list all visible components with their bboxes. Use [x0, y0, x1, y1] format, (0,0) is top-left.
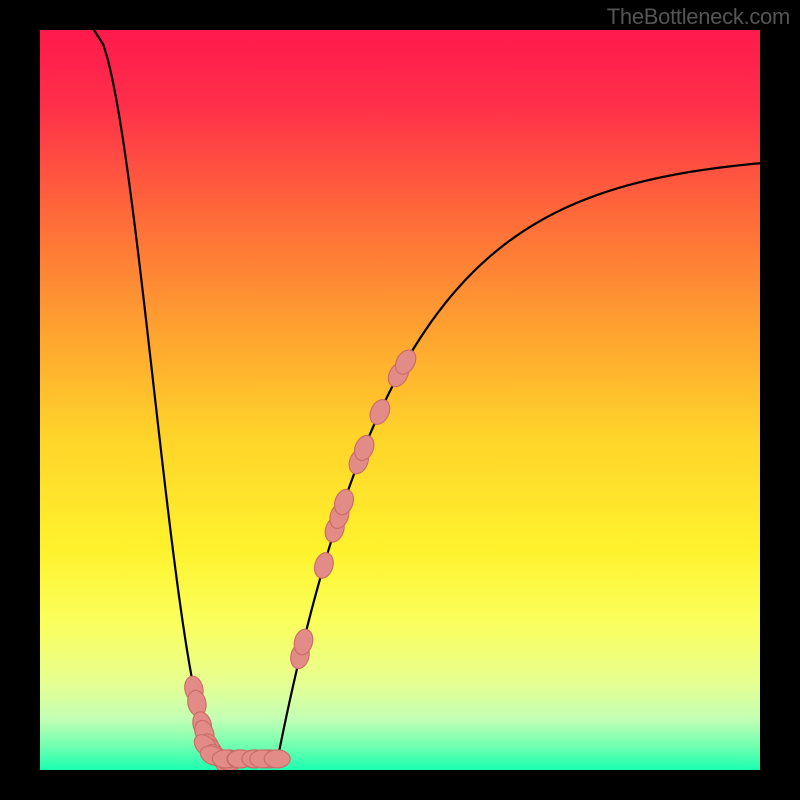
watermark-text: TheBottleneck.com — [607, 4, 790, 30]
chart-canvas: TheBottleneck.com — [0, 0, 800, 800]
gradient-background — [40, 30, 760, 770]
plot-area — [40, 30, 760, 770]
curve-marker — [264, 750, 290, 768]
plot-svg — [40, 30, 760, 770]
